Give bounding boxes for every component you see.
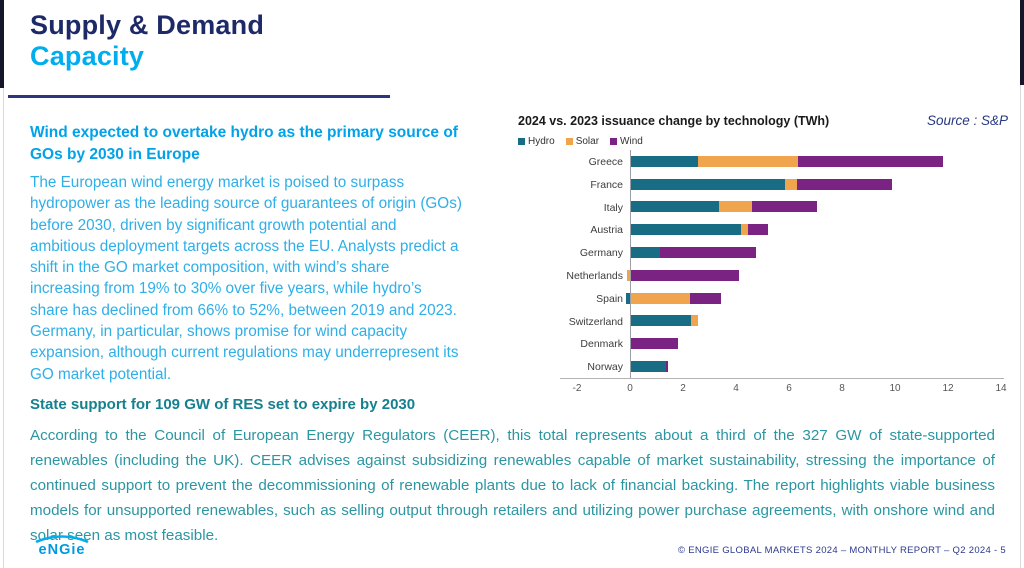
legend-item-solar: Solar <box>565 136 600 147</box>
x-axis-baseline <box>560 378 1004 379</box>
legend-swatch-hydro <box>518 138 525 145</box>
x-axis-tick-label: -2 <box>572 383 582 394</box>
x-axis-tick-label: 12 <box>942 383 954 394</box>
x-axis-tick-label: 14 <box>995 383 1007 394</box>
bar-segment-hydro <box>630 361 666 373</box>
bar-segment-hydro <box>630 201 719 213</box>
category-label: Germany <box>579 247 623 260</box>
page-corner-mark-right <box>1020 0 1024 85</box>
category-label: Italy <box>603 201 623 214</box>
bar-segment-solar <box>718 201 752 213</box>
x-axis-tick-label: 6 <box>786 383 792 394</box>
bar-segment-wind <box>689 292 722 304</box>
category-label: France <box>590 178 623 191</box>
legend-label: Solar <box>575 136 600 147</box>
x-axis-tick-label: 2 <box>680 383 686 394</box>
bar-segment-wind <box>796 178 893 190</box>
category-label: Denmark <box>580 338 623 351</box>
legend-swatch-solar <box>565 138 573 145</box>
bar-segment-hydro <box>630 224 742 236</box>
bar-segment-solar <box>627 269 630 281</box>
chart-row-austria: Austria <box>505 218 1010 241</box>
chart-plot: Greece France Italy Austria Germany Netherlan… <box>505 150 1010 394</box>
page-corner-mark-left <box>0 0 4 88</box>
left-section-heading: Wind expected to overtake hydro as the p… <box>30 124 458 163</box>
slide-title: Supply & Demand Capacity <box>30 10 264 72</box>
title-underline <box>8 95 390 98</box>
bottom-section-body: According to the Council of European Ene… <box>30 427 995 544</box>
chart-legend: Hydro Solar Wind <box>518 136 643 147</box>
x-axis-zero-line <box>630 150 631 378</box>
slide-title-line2: Capacity <box>30 41 145 71</box>
bar-segment-wind <box>751 201 817 213</box>
bar-segment-solar <box>785 178 797 190</box>
chart-source-label: Source : S&P <box>926 113 1008 128</box>
bar-segment-wind <box>630 338 678 350</box>
footer-copyright: © ENGIE GLOBAL MARKETS 2024 – MONTHLY RE… <box>678 545 1006 556</box>
bar-segment-hydro <box>630 155 698 167</box>
engie-logo-arc <box>35 535 89 543</box>
chart-row-greece: Greece <box>505 150 1010 173</box>
category-label: Austria <box>590 224 623 237</box>
left-section-body: The European wind energy market is poise… <box>30 174 462 383</box>
engie-logo-text: eNGie <box>39 542 86 558</box>
bar-segment-solar <box>741 224 748 236</box>
slide-title-line1: Supply & Demand <box>30 10 265 40</box>
category-label: Norway <box>587 361 623 374</box>
chart-title: 2024 vs. 2023 issuance change by technol… <box>518 114 830 128</box>
bar-segment-wind <box>665 361 669 373</box>
page-right-edge <box>1020 0 1021 568</box>
legend-label: Wind <box>620 136 643 147</box>
bar-segment-wind <box>798 155 943 167</box>
engie-logo: eNGie <box>28 533 96 564</box>
bar-segment-hydro <box>630 178 786 190</box>
bar-segment-wind <box>747 224 768 236</box>
bar-segment-hydro <box>630 247 661 259</box>
legend-item-hydro: Hydro <box>518 136 555 147</box>
category-label: Greece <box>588 156 623 168</box>
category-label: Switzerland <box>568 315 623 328</box>
x-axis-tick-label: 4 <box>733 383 739 394</box>
chart-row-denmark: Denmark <box>505 332 1010 355</box>
x-axis-tick-label: 10 <box>889 383 901 394</box>
chart-row-norway: Norway <box>505 355 1010 378</box>
x-axis-tick-label: 0 <box>627 383 633 394</box>
category-label: Netherlands <box>566 270 623 282</box>
chart-row-france: France <box>505 173 1010 196</box>
bottom-section-heading: State support for 109 GW of RES set to e… <box>30 396 416 413</box>
bar-segment-hydro <box>630 315 691 327</box>
bar-segment-wind <box>630 269 739 281</box>
bar-segment-wind <box>660 247 756 259</box>
chart-row-spain: Spain <box>505 287 1010 310</box>
legend-swatch-wind <box>610 138 618 145</box>
bar-segment-solar <box>630 292 690 304</box>
legend-item-wind: Wind <box>610 136 643 147</box>
bar-segment-solar <box>690 315 698 327</box>
category-label: Spain <box>596 292 623 305</box>
chart-row-italy: Italy <box>505 196 1010 219</box>
chart-row-netherlands: Netherlands <box>505 264 1010 287</box>
chart-row-germany: Germany <box>505 241 1010 264</box>
x-axis-tick-label: 8 <box>839 383 845 394</box>
legend-label: Hydro <box>528 136 555 147</box>
page-left-edge <box>3 0 4 568</box>
bar-segment-solar <box>697 155 799 167</box>
chart-row-switzerland: Switzerland <box>505 310 1010 333</box>
bar-segment-hydro <box>626 292 630 304</box>
